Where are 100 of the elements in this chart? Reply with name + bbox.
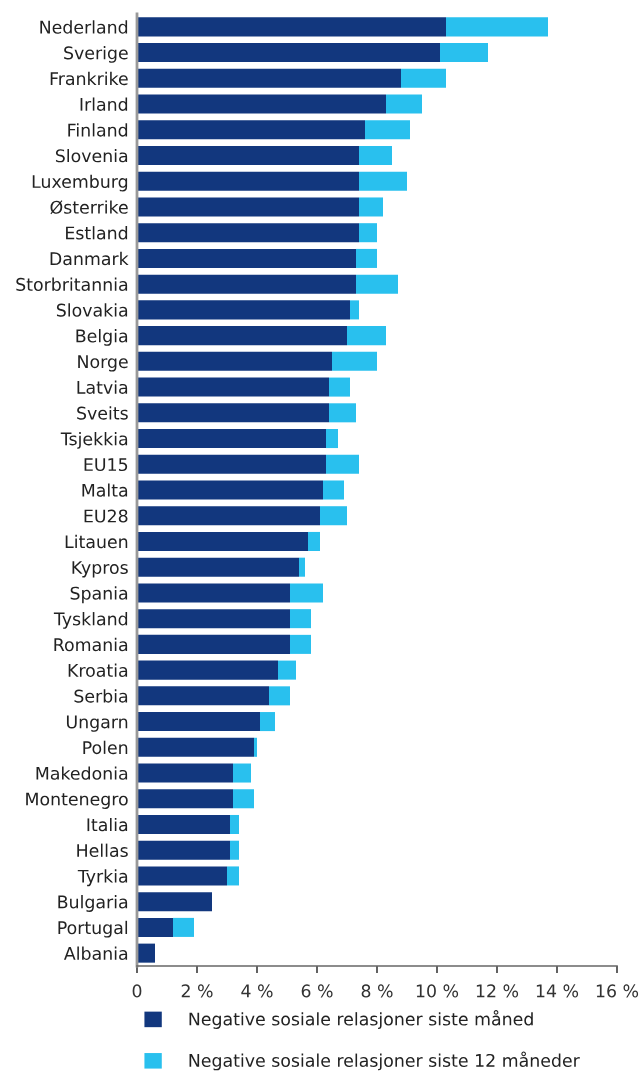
x-tick-label: 2 % bbox=[181, 984, 213, 998]
y-tick-label: Bulgaria bbox=[58, 895, 128, 912]
bar bbox=[137, 789, 233, 809]
bar bbox=[137, 274, 356, 294]
x-tick-label: 6 % bbox=[301, 984, 333, 998]
y-tick-label: Finland bbox=[68, 123, 128, 137]
y-tick-label: Nederland bbox=[40, 20, 128, 34]
bar bbox=[440, 43, 488, 63]
bar bbox=[137, 840, 230, 860]
y-tick-label: Belgia bbox=[76, 329, 128, 346]
bar bbox=[137, 480, 323, 500]
y-tick-label: Norge bbox=[78, 355, 128, 372]
bar bbox=[230, 840, 239, 860]
y-tick-label: Portugal bbox=[58, 920, 128, 938]
bar bbox=[290, 634, 311, 654]
bar bbox=[356, 274, 398, 294]
bar bbox=[137, 531, 308, 551]
bar bbox=[359, 145, 392, 166]
bar bbox=[299, 557, 305, 577]
bar bbox=[137, 634, 290, 654]
y-tick-label: Ungarn bbox=[66, 715, 128, 732]
bar bbox=[137, 17, 446, 37]
legend-label: Negative sosiale relasjoner siste måned bbox=[189, 1010, 533, 1029]
bar bbox=[137, 197, 359, 217]
bar bbox=[137, 609, 290, 629]
bar bbox=[290, 609, 311, 629]
y-tick-label: Slovakia bbox=[56, 303, 128, 317]
bar bbox=[137, 660, 278, 680]
bar bbox=[137, 454, 326, 474]
bar bbox=[137, 866, 227, 886]
y-tick-label: Estland bbox=[66, 226, 128, 240]
bar bbox=[137, 43, 440, 63]
y-tick-label: Slovenia bbox=[55, 148, 128, 163]
y-tick-label: Luxemburg bbox=[32, 174, 128, 192]
y-tick-label: Sverige bbox=[64, 46, 128, 63]
bar bbox=[137, 326, 347, 346]
y-tick-label: Kroatia bbox=[68, 663, 128, 677]
bar bbox=[137, 814, 230, 835]
bar bbox=[332, 351, 377, 371]
bar bbox=[137, 686, 269, 706]
bar bbox=[326, 454, 359, 474]
bar bbox=[137, 763, 233, 783]
y-tick-label: Spania bbox=[70, 586, 128, 604]
bar bbox=[329, 403, 356, 423]
y-tick-label: EU28 bbox=[84, 509, 128, 523]
y-tick-label: Montenegro bbox=[26, 792, 128, 809]
bar bbox=[359, 197, 383, 217]
bar bbox=[230, 814, 239, 835]
y-tick-label: Albania bbox=[63, 946, 128, 960]
y-tick-label: Hellas bbox=[77, 843, 128, 858]
legend-label: Negative sosiale relasjoner siste 12 måneder bbox=[189, 1051, 580, 1071]
bar bbox=[329, 377, 350, 397]
bar bbox=[137, 943, 155, 963]
bar bbox=[137, 403, 329, 423]
y-tick-label: Polen bbox=[83, 740, 128, 755]
bar bbox=[137, 223, 359, 243]
y-tick-label: Tyskland bbox=[53, 612, 128, 629]
bar bbox=[278, 660, 296, 680]
x-tick-label: 16 % bbox=[596, 984, 639, 998]
y-tick-label: Danmark bbox=[50, 251, 129, 266]
bar bbox=[137, 892, 212, 912]
bar bbox=[320, 506, 347, 526]
bar bbox=[137, 557, 299, 577]
x-tick-label: 4 % bbox=[241, 984, 273, 998]
bar bbox=[137, 377, 329, 397]
y-tick-label: Malta bbox=[82, 483, 128, 497]
bar bbox=[386, 94, 422, 114]
bar bbox=[233, 789, 254, 809]
bar bbox=[137, 145, 359, 166]
bar bbox=[260, 712, 275, 732]
bar bbox=[308, 531, 320, 551]
bar bbox=[137, 68, 401, 88]
y-tick-label: EU15 bbox=[84, 458, 128, 472]
bar bbox=[137, 171, 359, 191]
bar bbox=[323, 480, 344, 500]
bar bbox=[137, 120, 365, 140]
bar bbox=[137, 917, 173, 937]
bar bbox=[173, 917, 194, 937]
y-tick-label: Latvia bbox=[77, 380, 128, 394]
bar bbox=[137, 583, 290, 603]
bar bbox=[137, 300, 350, 320]
bar bbox=[137, 737, 254, 757]
bar bbox=[401, 68, 446, 88]
y-tick-label: Litauen bbox=[65, 534, 128, 549]
y-tick-label: Sveits bbox=[77, 406, 128, 420]
y-tick-label: Serbia bbox=[74, 689, 128, 703]
bar bbox=[137, 248, 356, 268]
bar bbox=[350, 300, 359, 320]
bar bbox=[233, 763, 251, 783]
bar bbox=[137, 94, 386, 114]
bar bbox=[365, 120, 410, 140]
y-tick-label: Østerrike bbox=[50, 200, 128, 215]
bar bbox=[359, 171, 407, 191]
bar bbox=[347, 326, 386, 346]
x-tick-label: 8 % bbox=[361, 984, 393, 998]
bar bbox=[326, 429, 338, 449]
bar bbox=[446, 17, 548, 37]
y-tick-label: Irland bbox=[80, 97, 128, 111]
bar bbox=[137, 429, 326, 449]
y-tick-label: Tyrkia bbox=[77, 869, 128, 887]
